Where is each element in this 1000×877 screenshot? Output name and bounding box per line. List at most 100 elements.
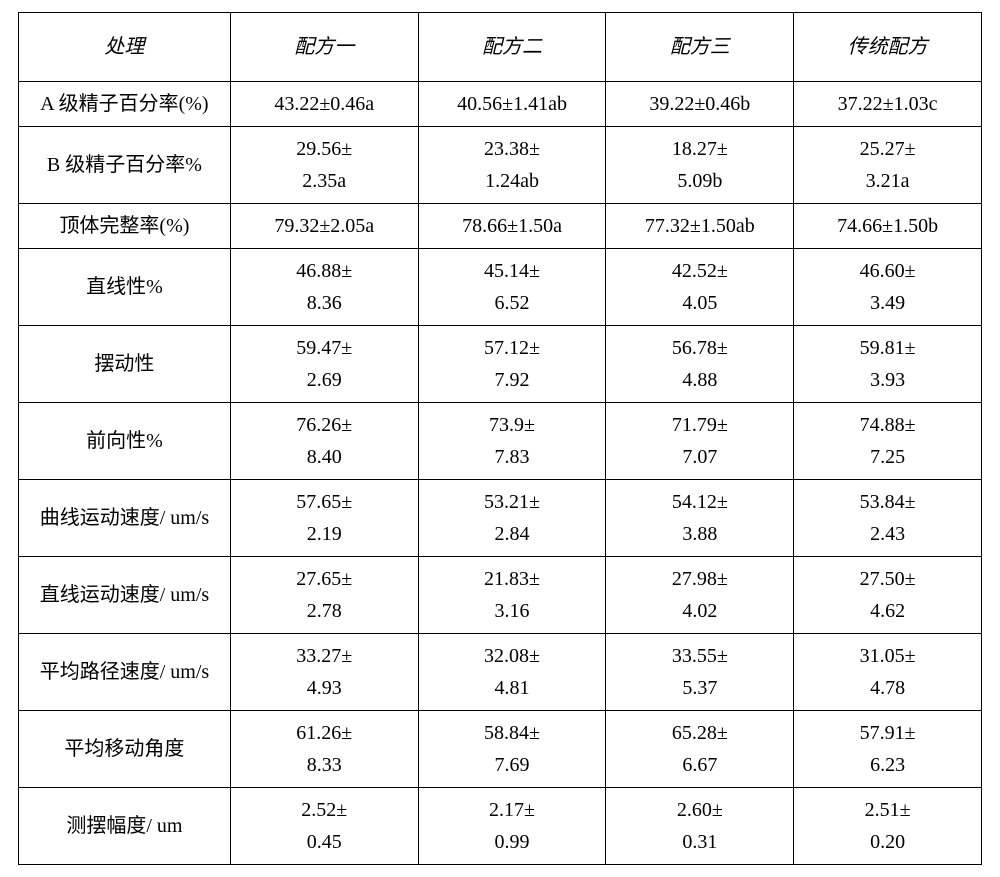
table-row: 平均移动角度61.26±8.3358.84±7.6965.28±6.6757.9… — [19, 711, 982, 788]
data-cell: 79.32±2.05a — [230, 204, 418, 249]
data-cell: 42.52±4.05 — [606, 249, 794, 326]
cell-line1: 74.88± — [798, 409, 977, 441]
cell-line2: 8.33 — [235, 749, 414, 781]
cell-line1: 61.26± — [235, 717, 414, 749]
data-table: 处理 配方一 配方二 配方三 传统配方 A 级精子百分率(%)43.22±0.4… — [18, 12, 982, 865]
cell-line2: 2.43 — [798, 518, 977, 550]
table-header-row: 处理 配方一 配方二 配方三 传统配方 — [19, 13, 982, 82]
cell-line2: 2.84 — [423, 518, 602, 550]
cell-line1: 57.65± — [235, 486, 414, 518]
cell-line1: 42.52± — [610, 255, 789, 287]
data-cell: 71.79±7.07 — [606, 403, 794, 480]
cell-line2: 3.93 — [798, 364, 977, 396]
cell-line2: 8.36 — [235, 287, 414, 319]
cell-line2: 2.69 — [235, 364, 414, 396]
data-cell: 18.27±5.09b — [606, 127, 794, 204]
col-header: 处理 — [19, 13, 231, 82]
data-cell: 74.88±7.25 — [794, 403, 982, 480]
data-cell: 40.56±1.41ab — [418, 82, 606, 127]
data-cell: 27.65±2.78 — [230, 557, 418, 634]
cell-line2: 2.78 — [235, 595, 414, 627]
row-label: 顶体完整率(%) — [19, 204, 231, 249]
cell-line1: 53.84± — [798, 486, 977, 518]
cell-line1: 59.81± — [798, 332, 977, 364]
row-label: 曲线运动速度/ um/s — [19, 480, 231, 557]
col-header: 配方三 — [606, 13, 794, 82]
cell-line2: 4.02 — [610, 595, 789, 627]
col-header: 配方一 — [230, 13, 418, 82]
cell-line1: 45.14± — [423, 255, 602, 287]
table-row: B 级精子百分率%29.56±2.35a23.38±1.24ab18.27±5.… — [19, 127, 982, 204]
data-cell: 43.22±0.46a — [230, 82, 418, 127]
data-cell: 46.60±3.49 — [794, 249, 982, 326]
row-label: 直线性% — [19, 249, 231, 326]
cell-line1: 32.08± — [423, 640, 602, 672]
data-cell: 31.05±4.78 — [794, 634, 982, 711]
cell-line1: 31.05± — [798, 640, 977, 672]
cell-line2: 7.25 — [798, 441, 977, 473]
cell-line2: 7.83 — [423, 441, 602, 473]
cell-line2: 7.69 — [423, 749, 602, 781]
cell-line2: 7.07 — [610, 441, 789, 473]
data-cell: 56.78±4.88 — [606, 326, 794, 403]
cell-line1: 27.98± — [610, 563, 789, 595]
cell-line2: 0.99 — [423, 826, 602, 858]
data-cell: 2.60±0.31 — [606, 788, 794, 865]
row-label: 测摆幅度/ um — [19, 788, 231, 865]
row-label: 直线运动速度/ um/s — [19, 557, 231, 634]
row-label: 平均路径速度/ um/s — [19, 634, 231, 711]
cell-line2: 3.16 — [423, 595, 602, 627]
cell-line2: 4.93 — [235, 672, 414, 704]
row-label: 前向性% — [19, 403, 231, 480]
cell-line1: 46.60± — [798, 255, 977, 287]
cell-line1: 76.26± — [235, 409, 414, 441]
cell-line2: 3.21a — [798, 165, 977, 197]
cell-line2: 4.78 — [798, 672, 977, 704]
data-cell: 32.08±4.81 — [418, 634, 606, 711]
data-cell: 33.55±5.37 — [606, 634, 794, 711]
data-cell: 45.14±6.52 — [418, 249, 606, 326]
cell-line2: 2.19 — [235, 518, 414, 550]
cell-line1: 46.88± — [235, 255, 414, 287]
cell-line2: 6.52 — [423, 287, 602, 319]
cell-line1: 56.78± — [610, 332, 789, 364]
data-cell: 59.47±2.69 — [230, 326, 418, 403]
row-label: B 级精子百分率% — [19, 127, 231, 204]
data-cell: 29.56±2.35a — [230, 127, 418, 204]
cell-line2: 1.24ab — [423, 165, 602, 197]
data-cell: 25.27±3.21a — [794, 127, 982, 204]
col-header: 配方二 — [418, 13, 606, 82]
cell-line1: 54.12± — [610, 486, 789, 518]
data-cell: 23.38±1.24ab — [418, 127, 606, 204]
cell-line2: 6.67 — [610, 749, 789, 781]
data-cell: 65.28±6.67 — [606, 711, 794, 788]
data-cell: 77.32±1.50ab — [606, 204, 794, 249]
data-cell: 2.51±0.20 — [794, 788, 982, 865]
data-cell: 27.50±4.62 — [794, 557, 982, 634]
row-label: 摆动性 — [19, 326, 231, 403]
table-row: 曲线运动速度/ um/s57.65±2.1953.21±2.8454.12±3.… — [19, 480, 982, 557]
data-cell: 21.83±3.16 — [418, 557, 606, 634]
data-cell: 74.66±1.50b — [794, 204, 982, 249]
cell-line2: 8.40 — [235, 441, 414, 473]
cell-line1: 2.51± — [798, 794, 977, 826]
cell-line2: 4.81 — [423, 672, 602, 704]
cell-line1: 71.79± — [610, 409, 789, 441]
cell-line1: 57.12± — [423, 332, 602, 364]
data-cell: 78.66±1.50a — [418, 204, 606, 249]
data-cell: 57.65±2.19 — [230, 480, 418, 557]
row-label: 平均移动角度 — [19, 711, 231, 788]
col-header: 传统配方 — [794, 13, 982, 82]
cell-line1: 2.52± — [235, 794, 414, 826]
data-cell: 27.98±4.02 — [606, 557, 794, 634]
cell-line1: 21.83± — [423, 563, 602, 595]
cell-line2: 4.05 — [610, 287, 789, 319]
cell-line1: 59.47± — [235, 332, 414, 364]
table-row: 测摆幅度/ um2.52±0.452.17±0.992.60±0.312.51±… — [19, 788, 982, 865]
cell-line2: 0.31 — [610, 826, 789, 858]
cell-line2: 3.49 — [798, 287, 977, 319]
table-row: 直线运动速度/ um/s27.65±2.7821.83±3.1627.98±4.… — [19, 557, 982, 634]
data-cell: 73.9±7.83 — [418, 403, 606, 480]
data-cell: 37.22±1.03c — [794, 82, 982, 127]
cell-line2: 5.09b — [610, 165, 789, 197]
